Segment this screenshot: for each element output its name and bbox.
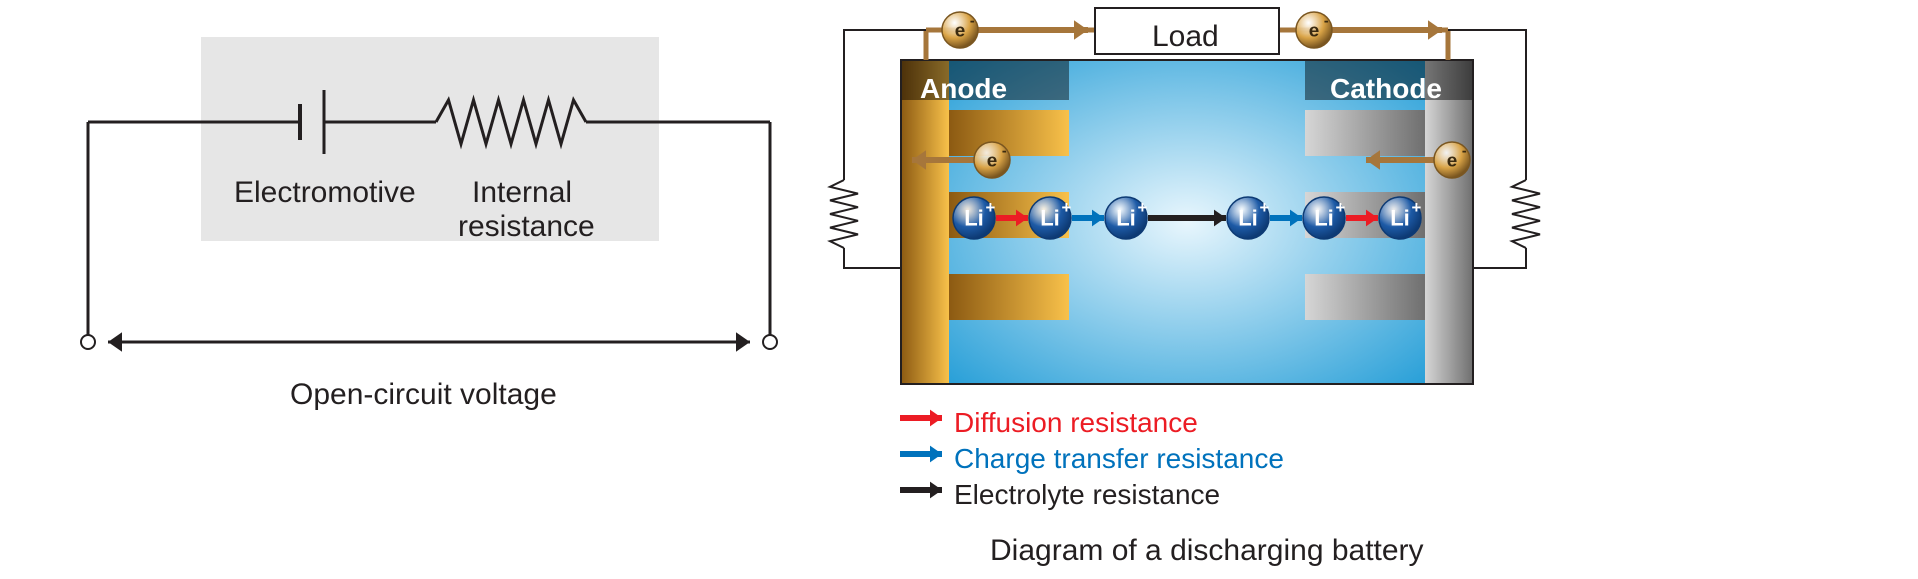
ext-resistor-left xyxy=(830,180,858,248)
svg-text:+: + xyxy=(1260,198,1270,217)
li-ion-4: Li+ xyxy=(1303,197,1346,239)
electron-icon-inner-0: e- xyxy=(974,142,1010,178)
ext-resistor-right xyxy=(1512,180,1540,248)
legend-arrow-0 xyxy=(900,410,942,427)
li-ion-2: Li+ xyxy=(1105,197,1148,239)
svg-text:+: + xyxy=(1138,198,1148,217)
label-open-circuit-voltage: Open-circuit voltage xyxy=(290,378,557,411)
label-electromotive: Electromotive xyxy=(234,176,416,209)
li-ion-5: Li+ xyxy=(1379,197,1422,239)
svg-text:-: - xyxy=(1002,144,1007,160)
svg-text:+: + xyxy=(1062,198,1072,217)
svg-text:e: e xyxy=(1447,150,1458,171)
svg-text:-: - xyxy=(970,14,975,30)
svg-text:Li: Li xyxy=(1238,205,1258,230)
diagram-stage: Electromotive Internalresistance Open-circ… xyxy=(0,0,1918,574)
svg-text:Li: Li xyxy=(1116,205,1136,230)
svg-text:-: - xyxy=(1324,14,1329,30)
li-ion-1: Li+ xyxy=(1029,197,1072,239)
li-ion-3: Li+ xyxy=(1227,197,1270,239)
electron-icon-inner-1: e- xyxy=(1434,142,1470,178)
terminal-node-right xyxy=(763,335,777,349)
label-cathode: Cathode xyxy=(1330,73,1442,104)
label-anode: Anode xyxy=(920,73,1007,104)
li-ion-0: Li+ xyxy=(953,197,996,239)
svg-text:Li: Li xyxy=(1390,205,1410,230)
electron-icon-top-0: e- xyxy=(942,12,978,48)
svg-text:Li: Li xyxy=(1314,205,1334,230)
ocv-arrow xyxy=(108,332,750,352)
battery-diagram-caption: Diagram of a discharging battery xyxy=(990,534,1424,567)
svg-text:+: + xyxy=(986,198,996,217)
anode-collector xyxy=(901,60,949,384)
legend-text-0: Diffusion resistance xyxy=(954,407,1198,438)
electron-flow-arrow-top-1 xyxy=(1332,20,1442,40)
label-internal-resistance-1: Internal xyxy=(472,176,572,209)
label-load: Load xyxy=(1152,20,1219,53)
svg-text:+: + xyxy=(1412,198,1422,217)
legend-arrow-1 xyxy=(900,446,942,463)
terminal-node-left xyxy=(81,335,95,349)
electron-icon-top-1: e- xyxy=(1296,12,1332,48)
legend-text-1: Charge transfer resistance xyxy=(954,443,1284,474)
svg-text:Li: Li xyxy=(1040,205,1060,230)
svg-text:e: e xyxy=(987,150,998,171)
electron-flow-arrow-top-0 xyxy=(978,20,1088,40)
svg-text:-: - xyxy=(1462,144,1467,160)
diagram-svg: Electromotive Internalresistance Open-circ… xyxy=(0,0,1918,574)
svg-text:e: e xyxy=(1309,20,1320,41)
cathode-collector xyxy=(1425,60,1473,384)
svg-text:Li: Li xyxy=(964,205,984,230)
label-internal-resistance-2: resistance xyxy=(458,210,595,243)
svg-text:+: + xyxy=(1336,198,1346,217)
svg-text:e: e xyxy=(955,20,966,41)
legend-text-2: Electrolyte resistance xyxy=(954,479,1220,510)
legend-arrow-2 xyxy=(900,482,942,499)
